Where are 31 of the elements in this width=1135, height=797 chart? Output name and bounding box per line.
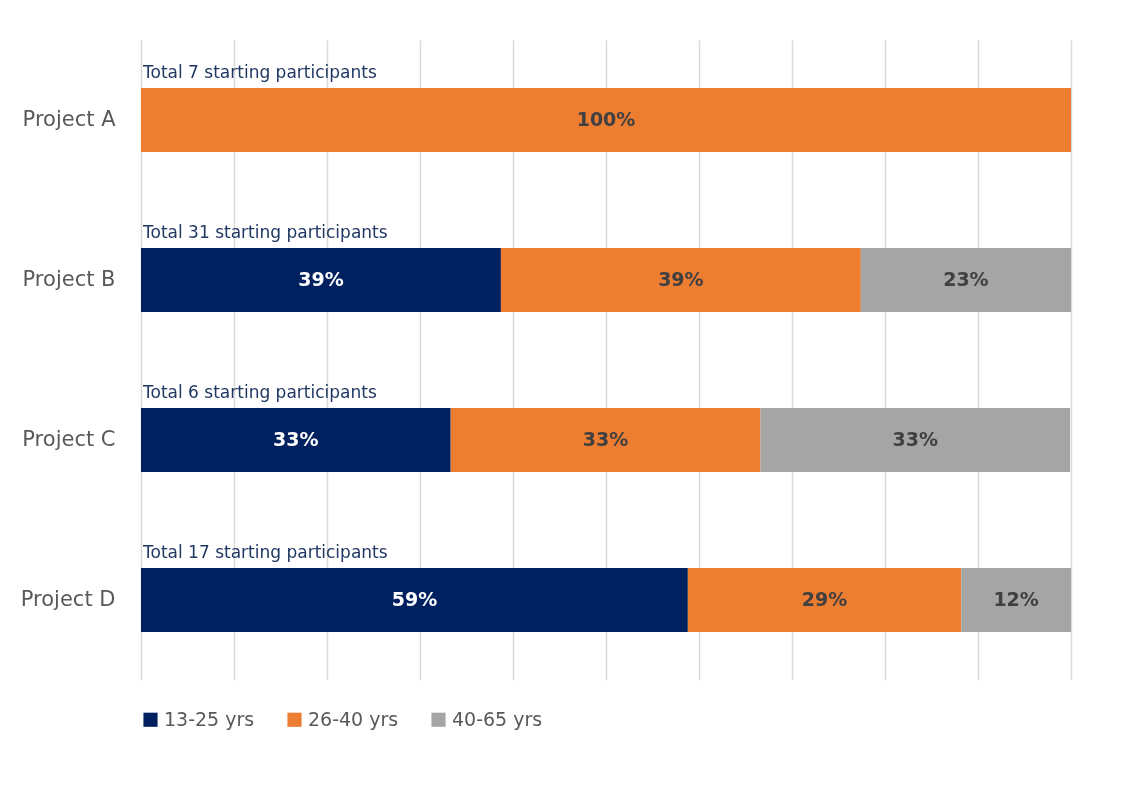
data-label: 59% xyxy=(391,588,438,610)
y-tick-label: Project B xyxy=(22,267,116,291)
bar xyxy=(860,248,1071,312)
bar xyxy=(687,568,962,632)
annotation: Total 7 starting participants xyxy=(142,62,377,82)
bar xyxy=(141,88,1071,152)
bar xyxy=(141,408,451,472)
y-tick-label: Project C xyxy=(22,427,116,451)
data-label: 12% xyxy=(993,588,1039,610)
data-label: 39% xyxy=(298,268,344,290)
data-label: 29% xyxy=(801,588,848,610)
data-label: 23% xyxy=(943,268,989,290)
legend-label: 13-25 yrs xyxy=(164,707,255,730)
bar xyxy=(141,568,688,632)
annotation: Total 31 starting participants xyxy=(142,222,388,242)
y-tick-label: Project D xyxy=(20,587,116,611)
bar xyxy=(141,248,501,312)
legend-label: 40-65 yrs xyxy=(452,707,543,730)
data-label: 100% xyxy=(576,108,636,130)
annotation: Total 17 starting participants xyxy=(142,542,388,562)
data-label: 39% xyxy=(658,268,704,290)
bar xyxy=(500,248,861,312)
bar xyxy=(450,408,761,472)
y-tick-label: Project A xyxy=(22,107,117,131)
data-label: 33% xyxy=(582,428,629,450)
bar xyxy=(961,568,1071,632)
annotation: Total 6 starting participants xyxy=(142,382,377,402)
data-label: 33% xyxy=(892,428,938,450)
data-label: 33% xyxy=(273,428,319,450)
legend-label: 26-40 yrs xyxy=(308,707,399,730)
bar xyxy=(760,408,1071,472)
